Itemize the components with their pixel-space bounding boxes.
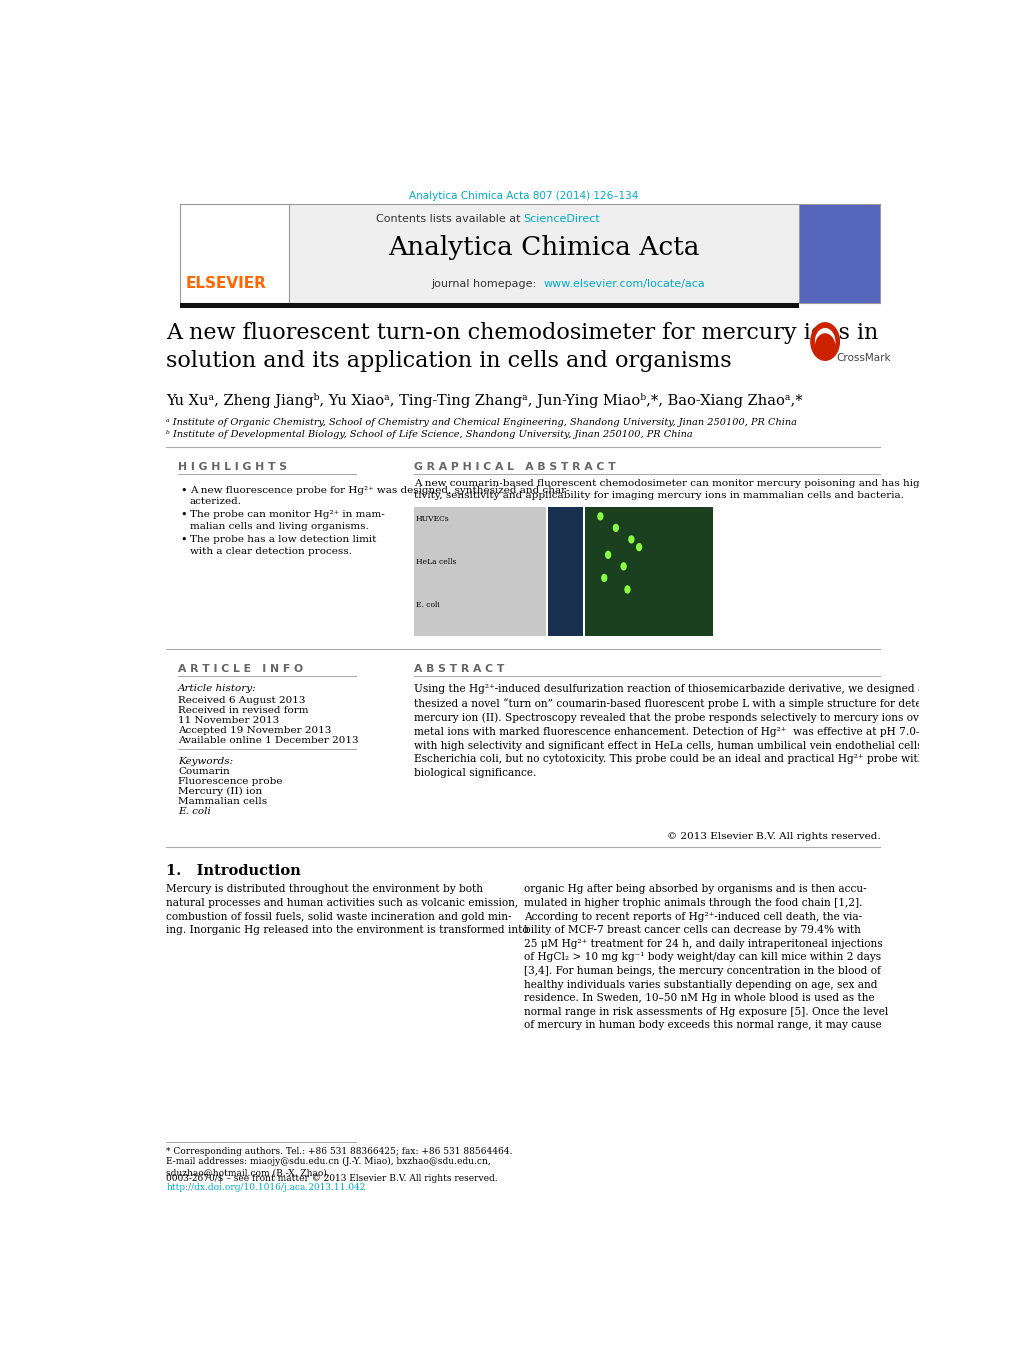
Text: Fluorescence probe: Fluorescence probe <box>178 777 283 786</box>
Text: Contents lists available at: Contents lists available at <box>376 215 524 224</box>
Text: H I G H L I G H T S: H I G H L I G H T S <box>178 462 287 473</box>
Text: ELSEVIER: ELSEVIER <box>186 276 266 290</box>
Text: 1.   Introduction: 1. Introduction <box>166 865 301 878</box>
Text: E-mail addresses: miaojy@sdu.edu.cn (J.-Y. Miao), bxzhao@sdu.edu.cn,
sduzhao@hot: E-mail addresses: miaojy@sdu.edu.cn (J.-… <box>166 1156 491 1177</box>
Text: CrossMark: CrossMark <box>837 353 891 363</box>
Circle shape <box>815 328 835 355</box>
Text: HeLa cells: HeLa cells <box>416 558 456 566</box>
Circle shape <box>597 512 603 520</box>
Text: * Corresponding authors. Tel.: +86 531 88366425; fax: +86 531 88564464.: * Corresponding authors. Tel.: +86 531 8… <box>166 1147 513 1156</box>
Text: Received in revised form: Received in revised form <box>178 705 308 715</box>
Text: http://dx.doi.org/10.1016/j.aca.2013.11.042: http://dx.doi.org/10.1016/j.aca.2013.11.… <box>166 1183 366 1192</box>
Text: Article history:: Article history: <box>178 684 256 693</box>
Text: 11 November 2013: 11 November 2013 <box>178 716 280 724</box>
Text: G R A P H I C A L   A B S T R A C T: G R A P H I C A L A B S T R A C T <box>415 462 616 473</box>
Text: The probe can monitor Hg²⁺ in mam-
malian cells and living organisms.: The probe can monitor Hg²⁺ in mam- malia… <box>190 511 384 531</box>
Circle shape <box>605 551 612 559</box>
Text: A R T I C L E   I N F O: A R T I C L E I N F O <box>178 665 303 674</box>
Text: journal homepage:: journal homepage: <box>432 280 544 289</box>
Text: Mercury is distributed throughout the environment by both
natural processes and : Mercury is distributed throughout the en… <box>166 885 529 935</box>
Text: A new fluorescence probe for Hg²⁺ was designed, synthesized and char-
acterized.: A new fluorescence probe for Hg²⁺ was de… <box>190 485 570 507</box>
Circle shape <box>613 524 619 532</box>
Text: •: • <box>181 485 187 496</box>
Text: Yu Xuᵃ, Zheng Jiangᵇ, Yu Xiaoᵃ, Ting-Ting Zhangᵃ, Jun-Ying Miaoᵇ,*, Bao-Xiang Zh: Yu Xuᵃ, Zheng Jiangᵇ, Yu Xiaoᵃ, Ting-Tin… <box>166 393 803 408</box>
Text: HUVECs: HUVECs <box>416 515 449 523</box>
Text: •: • <box>181 535 187 544</box>
Bar <box>547 507 583 636</box>
Text: Using the Hg²⁺-induced desulfurization reaction of thiosemicarbazide derivative,: Using the Hg²⁺-induced desulfurization r… <box>415 684 981 778</box>
Text: The probe has a low detection limit
with a clear detection process.: The probe has a low detection limit with… <box>190 535 376 555</box>
Text: A new fluorescent turn-on chemodosimeter for mercury ions in
solution and its ap: A new fluorescent turn-on chemodosimeter… <box>166 323 879 373</box>
Circle shape <box>601 574 607 582</box>
Text: A B S T R A C T: A B S T R A C T <box>415 665 504 674</box>
Bar <box>181 204 798 303</box>
Text: 0003-2670/$ – see front matter © 2013 Elsevier B.V. All rights reserved.: 0003-2670/$ – see front matter © 2013 El… <box>166 1174 498 1183</box>
Circle shape <box>624 585 631 593</box>
Text: ScienceDirect: ScienceDirect <box>524 215 600 224</box>
Text: Accepted 19 November 2013: Accepted 19 November 2013 <box>178 725 332 735</box>
Text: Keywords:: Keywords: <box>178 757 233 766</box>
Bar <box>181 303 798 308</box>
Bar <box>415 507 546 636</box>
Bar <box>585 507 713 636</box>
Text: www.elsevier.com/locate/aca: www.elsevier.com/locate/aca <box>544 280 706 289</box>
Text: A new coumarin-based fluorescent chemodosimeter can monitor mercury poisoning an: A new coumarin-based fluorescent chemodo… <box>415 480 960 500</box>
Text: © 2013 Elsevier B.V. All rights reserved.: © 2013 Elsevier B.V. All rights reserved… <box>667 832 880 842</box>
Text: ᵃ Institute of Organic Chemistry, School of Chemistry and Chemical Engineering, : ᵃ Institute of Organic Chemistry, School… <box>166 417 797 427</box>
Bar <box>798 204 880 303</box>
Text: Analytica Chimica Acta 807 (2014) 126–134: Analytica Chimica Acta 807 (2014) 126–13… <box>409 192 638 201</box>
Text: Available online 1 December 2013: Available online 1 December 2013 <box>178 736 358 744</box>
Text: Mammalian cells: Mammalian cells <box>178 797 268 807</box>
Text: organic Hg after being absorbed by organisms and is then accu-
mulated in higher: organic Hg after being absorbed by organ… <box>524 885 888 1031</box>
Circle shape <box>811 323 839 361</box>
Circle shape <box>621 562 627 570</box>
Text: Analytica Chimica Acta: Analytica Chimica Acta <box>388 235 699 261</box>
Text: ᵇ Institute of Developmental Biology, School of Life Science, Shandong Universit: ᵇ Institute of Developmental Biology, Sc… <box>166 430 693 439</box>
Text: •: • <box>181 511 187 520</box>
Bar <box>181 204 289 303</box>
Circle shape <box>636 543 642 551</box>
Text: Mercury (II) ion: Mercury (II) ion <box>178 788 262 797</box>
Text: E. coli: E. coli <box>416 601 440 609</box>
Text: E. coli: E. coli <box>178 808 211 816</box>
Text: Coumarin: Coumarin <box>178 767 230 777</box>
Text: Received 6 August 2013: Received 6 August 2013 <box>178 696 305 705</box>
Circle shape <box>815 334 835 361</box>
Circle shape <box>628 535 634 543</box>
